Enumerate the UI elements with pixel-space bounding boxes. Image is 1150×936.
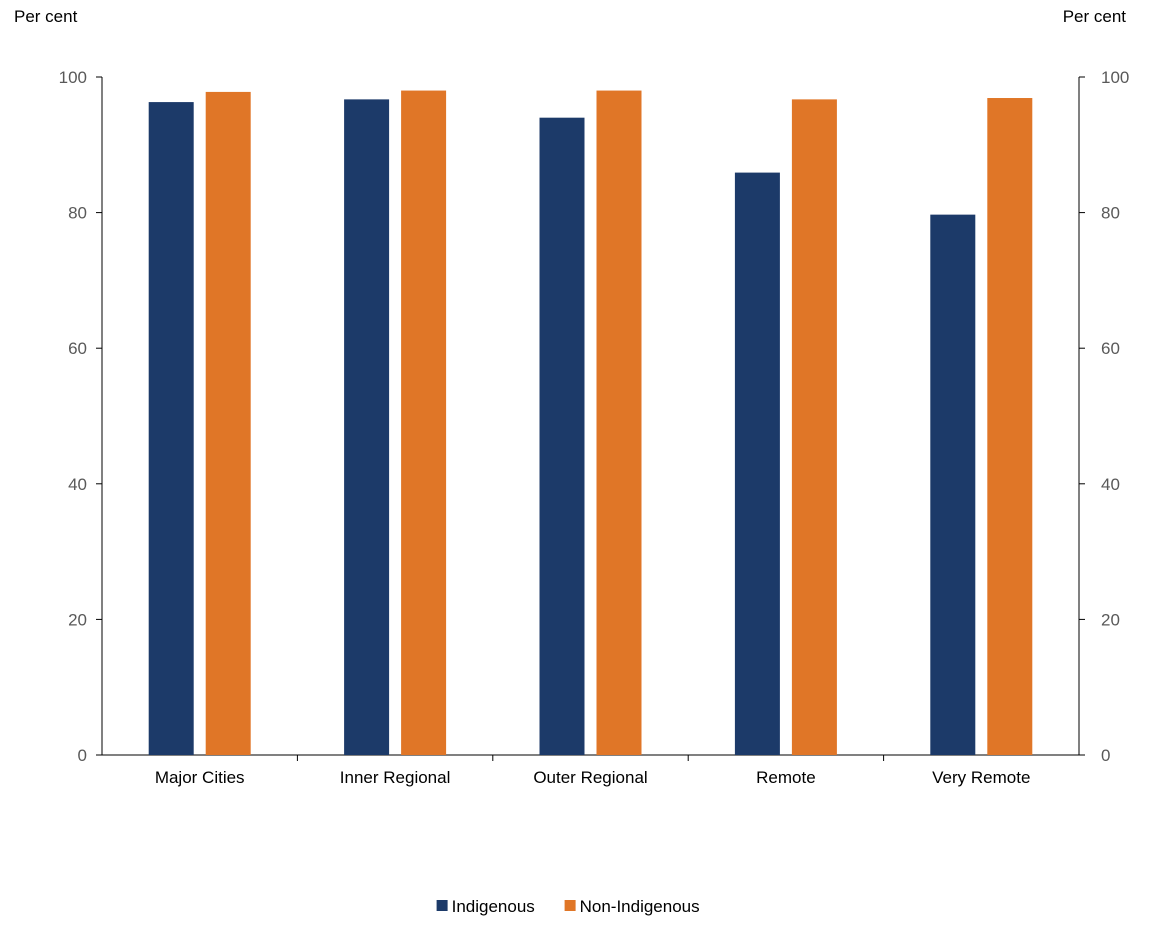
bar-indigenous: [148, 102, 194, 755]
legend-swatch: [436, 900, 448, 911]
left-axis-unit-label: Per cent: [14, 7, 78, 26]
left-y-tick-label: 0: [78, 746, 87, 765]
bar-indigenous: [344, 99, 390, 755]
bar-non-indigenous: [987, 98, 1033, 755]
bar-indigenous: [930, 214, 976, 755]
right-axis-unit-label: Per cent: [1063, 7, 1127, 26]
left-y-tick-label: 60: [68, 339, 87, 358]
x-category-label: Major Cities: [155, 768, 245, 787]
bar-non-indigenous: [205, 91, 251, 755]
x-category-label: Outer Regional: [533, 768, 647, 787]
axes: 0 0 20 20 40 40 60 60 80 80 100 100 Major Cities Inne…: [59, 68, 1130, 787]
right-y-tick-label: 100: [1101, 68, 1129, 87]
bars: [148, 90, 1033, 756]
legend-swatch: [564, 900, 576, 911]
left-y-tick-label: 40: [68, 475, 87, 494]
left-y-tick-label: 80: [68, 204, 87, 223]
x-category-label: Inner Regional: [340, 768, 451, 787]
left-y-tick-label: 100: [59, 68, 87, 87]
right-y-tick-label: 80: [1101, 204, 1120, 223]
legend: Indigenous Non-Indigenous: [436, 897, 700, 916]
right-y-tick-label: 20: [1101, 610, 1120, 629]
right-y-tick-label: 0: [1101, 746, 1110, 765]
bar-indigenous: [734, 172, 780, 755]
bar-indigenous: [539, 117, 585, 756]
legend-label: Non-Indigenous: [580, 897, 700, 916]
right-y-tick-label: 40: [1101, 475, 1120, 494]
bar-non-indigenous: [401, 90, 447, 755]
x-category-label: Remote: [756, 768, 816, 787]
right-y-tick-label: 60: [1101, 339, 1120, 358]
x-category-label: Very Remote: [932, 768, 1030, 787]
legend-label: Indigenous: [452, 897, 535, 916]
left-y-tick-label: 20: [68, 610, 87, 629]
bar-non-indigenous: [596, 90, 642, 755]
bar-non-indigenous: [791, 99, 837, 755]
